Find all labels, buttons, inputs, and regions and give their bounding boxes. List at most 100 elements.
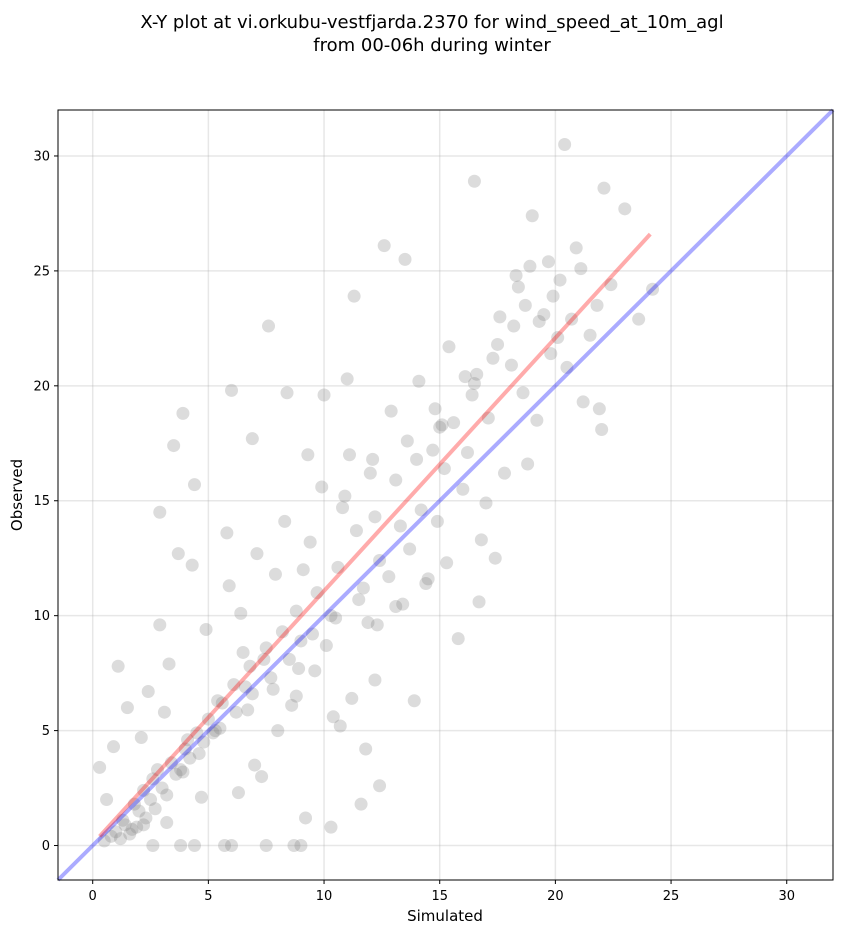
data-point [294,634,308,648]
data-point [259,641,273,655]
data-point [229,705,243,719]
data-point [352,593,366,607]
data-point [222,579,236,593]
data-point [595,422,609,436]
x-tick-label: 25 [663,889,680,904]
reference-lines [56,108,835,882]
data-point [206,726,220,740]
data-point [97,834,111,848]
data-point [525,209,539,223]
data-point [259,839,273,853]
data-point [319,639,333,653]
data-point [474,533,488,547]
data-point [590,298,604,312]
data-point [373,554,387,568]
data-point [396,597,410,611]
data-point [215,696,229,710]
data-point [342,448,356,462]
x-axis-ticks: 0 5 10 15 20 25 30 [89,880,795,904]
data-point [289,604,303,618]
data-point [125,822,139,836]
data-point [479,496,493,510]
data-point [315,480,329,494]
data-point [278,514,292,528]
data-point [368,673,382,687]
data-point [537,308,551,322]
data-point [511,280,525,294]
data-point [324,609,338,623]
data-point [326,710,340,724]
data-point [225,839,239,853]
data-point [176,765,190,779]
x-tick-label: 10 [316,889,333,904]
data-point [428,402,442,416]
x-tick-label: 5 [204,889,212,904]
data-point [426,443,440,457]
data-point [301,448,315,462]
data-point [456,482,470,496]
data-point [104,829,118,843]
data-point [546,289,560,303]
data-point [324,820,338,834]
data-point [268,567,282,581]
y-axis-ticks: 0 5 10 15 20 25 30 [33,149,58,854]
identity-line [56,108,835,882]
data-point [521,457,535,471]
data-point [451,632,465,646]
data-point [245,432,259,446]
data-point [458,370,472,384]
data-point [336,501,350,515]
data-point [294,839,308,853]
data-point [150,763,164,777]
data-point [225,383,239,397]
data-point [148,802,162,816]
data-point [419,576,433,590]
data-point [377,239,391,253]
data-point [363,466,377,480]
data-point [227,678,241,692]
data-point [271,724,285,738]
data-point [109,825,123,839]
data-point [171,547,185,561]
y-tick-label: 20 [33,379,50,394]
data-point [523,259,537,273]
data-point [430,514,444,528]
data-point [486,351,500,365]
data-point [299,811,313,825]
x-tick-label: 20 [547,889,564,904]
data-point [412,374,426,388]
data-point [604,278,618,292]
chart-title-line2: from 00-06h during winter [313,35,551,56]
data-point [509,268,523,282]
y-axis-label: Observed [8,459,26,531]
data-point [373,779,387,793]
data-point [440,556,454,570]
data-point [292,662,306,676]
data-point [340,372,354,386]
data-point [310,586,324,600]
data-point [361,616,375,630]
data-point [266,682,280,696]
data-point [576,395,590,409]
data-point [347,289,361,303]
data-point [433,420,447,434]
data-point [107,740,121,754]
data-point [565,312,579,326]
data-point [389,473,403,487]
data-point [176,406,190,420]
data-point [560,360,574,374]
data-point [308,664,322,678]
data-point [400,434,414,448]
data-point [460,445,474,459]
data-point [592,402,606,416]
data-point [257,652,271,666]
data-point [370,618,384,632]
x-axis-label: Simulated [407,907,483,925]
data-point [491,337,505,351]
data-point [447,416,461,430]
data-point [467,174,481,188]
data-point [583,328,597,342]
data-point [569,241,583,255]
data-point [282,652,296,666]
